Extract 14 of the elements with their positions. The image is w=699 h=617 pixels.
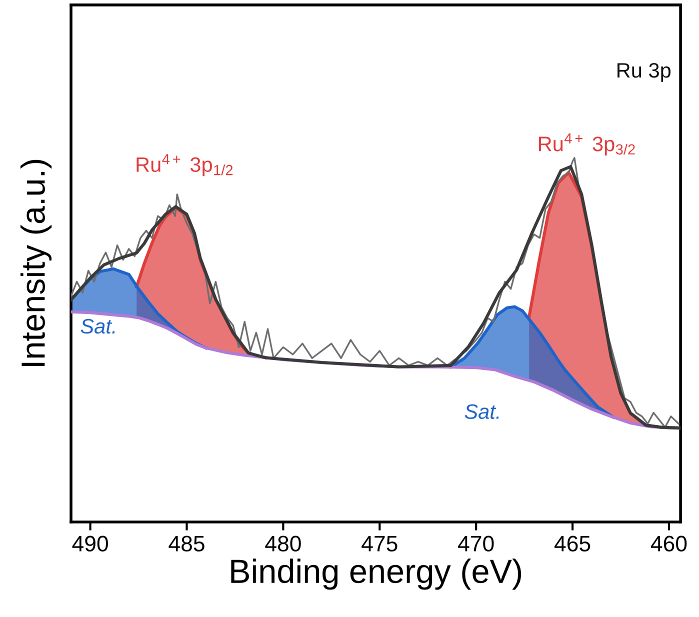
x-tick-label: 485 [168, 536, 204, 552]
text: Ru$^{4+}$ 3p$_{3/2}$ [539, 133, 635, 156]
x-tick-label: 490 [72, 536, 108, 552]
text: Ru 3p [618, 62, 671, 82]
annotation: Sat. [464, 404, 499, 419]
annotation: Ru$^{4+}$ 3p$_{1/2}$ [136, 154, 233, 176]
x-tick-label: 480 [265, 536, 301, 552]
y-axis-title: Intensity (a.u.) [20, 160, 52, 366]
x-tick-label: 470 [458, 536, 494, 552]
x-tick-label: 460 [650, 536, 687, 552]
x-tick-label: 475 [362, 536, 398, 552]
x-tick-label: 465 [554, 536, 590, 552]
annotation: Sat. [80, 318, 115, 334]
x-axis-title: Binding energy (eV) [231, 558, 522, 590]
